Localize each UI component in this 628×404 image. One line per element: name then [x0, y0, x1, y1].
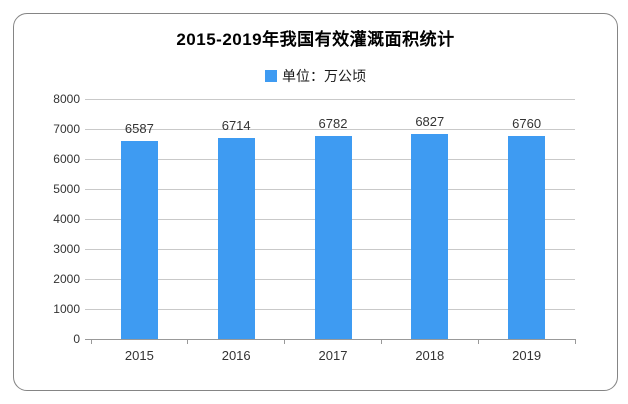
chart-title: 2015-2019年我国有效灌溉面积统计: [176, 30, 455, 49]
bar-2017: [314, 135, 352, 339]
y-axis-tick-label: 7000: [53, 122, 80, 136]
x-axis-category-label: 2017: [318, 348, 348, 363]
bar-2018: [411, 134, 449, 339]
y-axis-tick-label: 2000: [53, 272, 80, 286]
gridline: [85, 98, 575, 100]
bar-2019: [508, 136, 546, 339]
y-axis-tick-label: 4000: [53, 212, 80, 226]
y-axis-tick-label: 1000: [53, 302, 80, 316]
x-axis-category-label: 2019: [512, 348, 542, 363]
x-axis-tick: [574, 339, 576, 344]
y-axis-tick-label: 8000: [53, 92, 80, 106]
bar-2015: [120, 141, 158, 339]
x-axis-tick: [477, 339, 479, 344]
x-axis-tick: [284, 339, 286, 344]
x-axis-tick: [187, 339, 189, 344]
y-axis-tick-label: 0: [73, 332, 80, 346]
y-axis-tick-label: 6000: [53, 152, 80, 166]
legend-swatch: [265, 70, 277, 82]
y-axis-tick-label: 5000: [53, 182, 80, 196]
x-axis-category-label: 2016: [221, 348, 251, 363]
x-axis-tick: [380, 339, 382, 344]
legend-label: 单位：万公顷: [282, 68, 366, 84]
bar-2016: [217, 137, 255, 339]
x-axis-line: [85, 338, 575, 340]
plot-area: 0 1000 2000 3000 4000 5000 6000 7000 8000 6587 201…: [53, 92, 576, 363]
y-axis-tick-label: 3000: [53, 242, 80, 256]
bar-value-label: 6714: [221, 117, 251, 133]
chart-card: 2015-2019年我国有效灌溉面积统计 单位：万公顷 0 1000 2000 300…: [13, 13, 618, 391]
legend[interactable]: 单位：万公顷: [14, 66, 617, 86]
x-axis-tick: [90, 339, 92, 344]
bar-value-label: 6827: [415, 114, 445, 130]
bar-value-label: 6587: [124, 121, 154, 137]
gridline: [85, 128, 575, 130]
bar-value-label: 6782: [318, 115, 348, 131]
bar-value-label: 6760: [512, 116, 542, 132]
x-axis-category-label: 2018: [415, 348, 445, 363]
x-axis-category-label: 2015: [124, 348, 154, 363]
